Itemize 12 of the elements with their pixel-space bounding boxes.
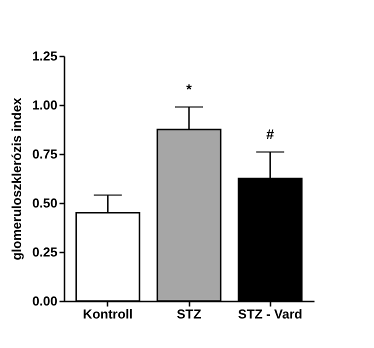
annotation: # [266,126,274,142]
y-tick-label: 1.25 [32,48,58,64]
y-axis-title: glomeruloszklerózis index [9,96,24,260]
x-tick-label: STZ [176,306,202,322]
y-tick-label: 0.25 [32,244,58,260]
y-tick-label: 0.50 [32,196,58,210]
x-tick-label: Kontroll [82,306,133,322]
y-tick-label: 1.00 [32,98,58,112]
x-tick-label: STZ - Vard [238,306,302,322]
annotation: * [186,80,192,97]
y-tick-label: 0.00 [32,294,58,308]
y-tick-label: 0.75 [32,146,58,162]
